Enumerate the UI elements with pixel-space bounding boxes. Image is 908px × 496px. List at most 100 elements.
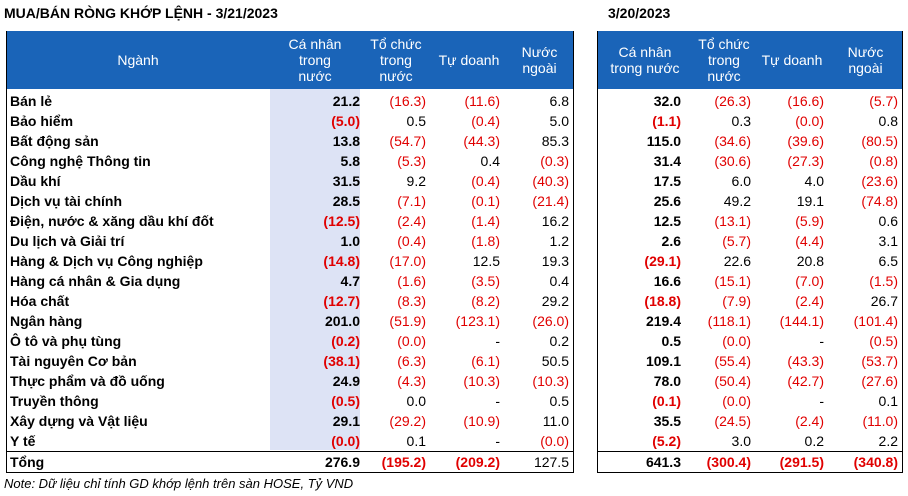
value-cell-r-2: 19.1 [796, 193, 824, 209]
value-cell-l-0: (12.5) [323, 213, 360, 229]
value-cell-l-0: (12.7) [323, 293, 360, 309]
value-cell-r-1: (300.4) [706, 454, 751, 470]
value-cell-r-1: 3.0 [731, 433, 751, 449]
value-cell-r-1: (5.7) [722, 233, 751, 249]
value-cell-l-1: (4.3) [397, 373, 426, 389]
value-cell-l-2: (10.3) [463, 373, 500, 389]
row-label: Công nghệ Thông tin [10, 153, 151, 169]
table-row: Ô tô và phụ tùng (0.2) (0.0) - 0.2 0.5 (0.0) - (… [0, 331, 908, 351]
value-cell-r-2: (5.9) [795, 213, 824, 229]
value-cell-r-1: (30.6) [714, 153, 751, 169]
value-cell-l-3: 6.8 [549, 93, 569, 109]
table-row: Điện, nước & xăng dầu khí đốt (12.5) (2.4)… [0, 211, 908, 231]
value-cell-r-1: (0.0) [722, 393, 751, 409]
header-to-chuc: Tổ chức trong nước [370, 36, 422, 84]
header-nuoc-ngoai: Nước ngoài [521, 44, 558, 76]
table-row: Ngân hàng 201.0 (51.9) (123.1) (26.0) 219.4 (1… [0, 311, 908, 331]
row-label: Tài nguyên Cơ bản [10, 353, 137, 369]
value-cell-r-2: (0.0) [795, 113, 824, 129]
value-cell-l-0: 13.8 [332, 133, 360, 149]
value-cell-r-0: 25.6 [653, 193, 681, 209]
value-cell-l-0: (14.8) [323, 253, 360, 269]
table-row: Tài nguyên Cơ bản (38.1) (6.3) (6.1) 50.5 109… [0, 351, 908, 371]
value-cell-r-1: (55.4) [714, 353, 751, 369]
value-cell-r-3: 6.5 [878, 253, 898, 269]
value-cell-l-3: 1.2 [549, 233, 569, 249]
value-cell-r-3: 26.7 [870, 293, 898, 309]
value-cell-r-2: (7.0) [795, 273, 824, 289]
value-cell-l-0: 4.7 [340, 273, 360, 289]
value-cell-l-1: 0.1 [406, 433, 426, 449]
value-cell-r-2: (27.3) [787, 153, 824, 169]
row-label: Bảo hiểm [10, 113, 74, 129]
row-label: Tổng [10, 454, 45, 470]
row-label: Hóa chất [10, 293, 70, 309]
value-cell-l-0: 5.8 [340, 153, 360, 169]
value-cell-l-1: (195.2) [381, 454, 426, 470]
row-label: Thực phẩm và đồ uống [10, 373, 165, 389]
value-cell-r-3: (27.6) [861, 373, 898, 389]
value-cell-l-3: (0.0) [540, 433, 569, 449]
value-cell-l-1: 9.2 [406, 173, 426, 189]
value-cell-r-0: (0.1) [652, 393, 681, 409]
value-cell-l-2: (44.3) [463, 133, 500, 149]
value-cell-r-2: - [819, 333, 824, 349]
header-tu-doanh-right: Tự doanh [761, 52, 823, 68]
value-cell-r-1: (34.6) [714, 133, 751, 149]
value-cell-l-1: (29.2) [389, 413, 426, 429]
value-cell-r-1: 6.0 [731, 173, 751, 189]
value-cell-l-1: (6.3) [397, 353, 426, 369]
value-cell-l-2: (209.2) [455, 454, 500, 470]
row-label: Xây dựng và Vật liệu [10, 413, 148, 429]
value-cell-r-0: 2.6 [661, 233, 681, 249]
value-cell-r-2: (2.4) [795, 293, 824, 309]
value-cell-r-3: 0.6 [878, 213, 898, 229]
value-cell-r-2: 20.8 [796, 253, 824, 269]
value-cell-l-2: (0.4) [471, 173, 500, 189]
value-cell-r-0: 32.0 [653, 93, 681, 109]
row-label: Điện, nước & xăng dầu khí đốt [10, 213, 214, 229]
value-cell-l-1: (2.4) [397, 213, 426, 229]
value-cell-l-2: (6.1) [471, 353, 500, 369]
header-nganh: Ngành [117, 52, 159, 68]
value-cell-r-0: 109.1 [645, 353, 681, 369]
value-cell-r-2: - [819, 393, 824, 409]
row-label: Hàng cá nhân & Gia dụng [10, 273, 181, 289]
value-cell-l-1: 0.0 [406, 393, 426, 409]
value-cell-r-2: (39.6) [787, 133, 824, 149]
value-cell-l-1: (54.7) [389, 133, 426, 149]
value-cell-r-3: (11.0) [862, 413, 898, 429]
border-right-inner [902, 31, 903, 473]
value-cell-r-1: (7.9) [722, 293, 751, 309]
value-cell-l-2: - [495, 393, 500, 409]
value-cell-r-2: 4.0 [804, 173, 824, 189]
header-ca-nhan-right: Cá nhân trong nước [610, 44, 680, 76]
value-cell-r-1: 49.2 [723, 193, 751, 209]
table-row: Hàng cá nhân & Gia dụng 4.7 (1.6) (3.5) 0.4 1… [0, 271, 908, 291]
value-cell-l-2: - [495, 333, 500, 349]
row-label: Bất động sản [10, 133, 99, 149]
value-cell-r-0: 31.4 [653, 153, 681, 169]
value-cell-l-3: 0.4 [549, 273, 569, 289]
value-cell-l-3: 16.2 [541, 213, 569, 229]
value-cell-l-0: 28.5 [332, 193, 360, 209]
value-cell-l-1: (1.6) [397, 273, 426, 289]
table-row: Dầu khí 31.5 9.2 (0.4) (40.3) 17.5 6.0 4.0 (23.6… [0, 171, 908, 191]
value-cell-l-1: (16.3) [389, 93, 426, 109]
value-cell-r-0: (5.2) [652, 433, 681, 449]
value-cell-l-1: (0.0) [397, 333, 426, 349]
value-cell-r-1: (13.1) [714, 213, 751, 229]
row-label: Ô tô và phụ tùng [10, 333, 122, 349]
value-cell-r-0: 641.3 [645, 454, 681, 470]
value-cell-l-1: (51.9) [389, 313, 426, 329]
value-cell-l-3: (0.3) [540, 153, 569, 169]
value-cell-r-1: 22.6 [723, 253, 751, 269]
value-cell-r-0: 219.4 [645, 313, 681, 329]
value-cell-r-3: (101.4) [853, 313, 898, 329]
value-cell-l-1: 0.5 [406, 113, 426, 129]
value-cell-l-2: (0.4) [471, 113, 500, 129]
value-cell-r-3: (5.7) [869, 93, 898, 109]
value-cell-r-3: (0.5) [869, 333, 898, 349]
value-cell-l-0: (0.0) [331, 433, 360, 449]
value-cell-r-1: (0.0) [722, 333, 751, 349]
